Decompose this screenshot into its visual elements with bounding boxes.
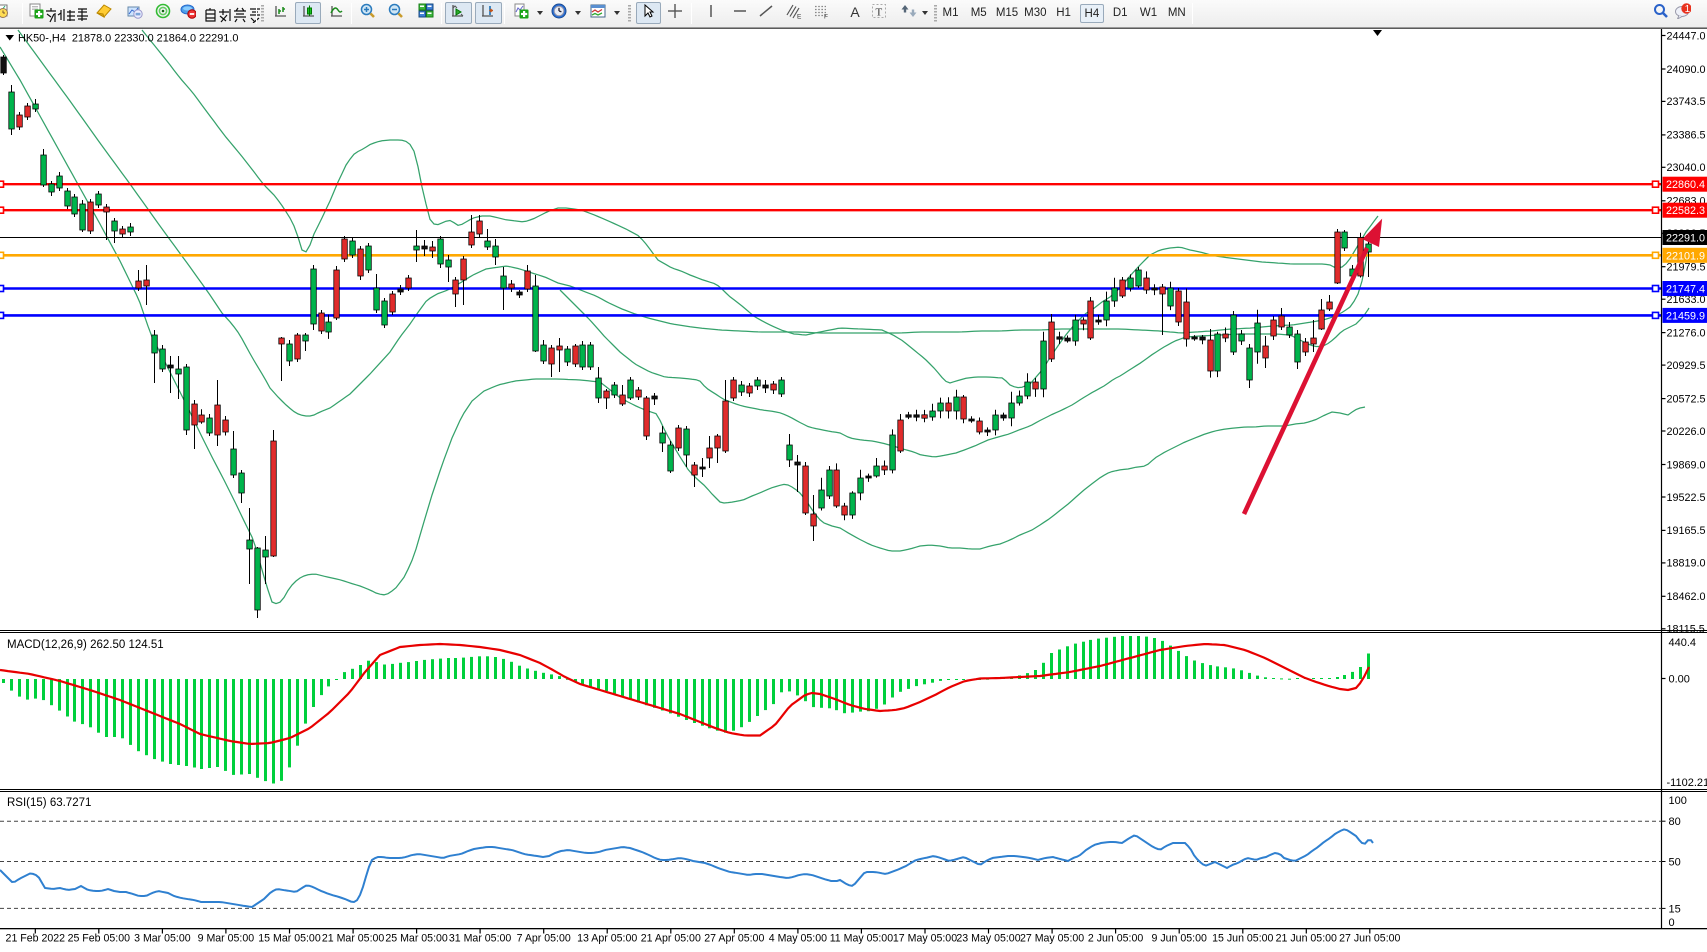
svg-text:21 Jun 05:00: 21 Jun 05:00	[1276, 933, 1337, 945]
svg-text:18115.5: 18115.5	[1667, 624, 1705, 636]
svg-text:20226.0: 20226.0	[1667, 426, 1706, 438]
svg-text:21 Apr 05:00: 21 Apr 05:00	[641, 933, 701, 945]
svg-text:15: 15	[1669, 903, 1681, 915]
svg-text:13 Apr 05:00: 13 Apr 05:00	[577, 933, 637, 945]
svg-text:15 Mar 05:00: 15 Mar 05:00	[258, 933, 321, 945]
svg-text:7 Apr 05:00: 7 Apr 05:00	[517, 933, 571, 945]
svg-text:15 Jun 05:00: 15 Jun 05:00	[1212, 933, 1273, 945]
svg-text:20572.5: 20572.5	[1667, 393, 1706, 405]
svg-text:T: T	[876, 7, 883, 19]
svg-text:21276.0: 21276.0	[1667, 327, 1706, 339]
svg-text:21 Feb 2022: 21 Feb 2022	[6, 933, 66, 945]
svg-text:4 May 05:00: 4 May 05:00	[769, 933, 827, 945]
svg-text:HK50-,H4 21878.0 22330.0 2186: HK50-,H4 21878.0 22330.0 21864.0 22291.0	[18, 33, 238, 45]
svg-text:19869.0: 19869.0	[1667, 459, 1706, 471]
svg-text:19522.5: 19522.5	[1667, 492, 1706, 504]
svg-text:18819.0: 18819.0	[1667, 558, 1706, 570]
svg-text:440.4: 440.4	[1669, 637, 1697, 649]
svg-text:3 Mar 05:00: 3 Mar 05:00	[134, 933, 191, 945]
svg-text:2 Jun 05:00: 2 Jun 05:00	[1088, 933, 1143, 945]
svg-text:18462.0: 18462.0	[1667, 591, 1706, 603]
svg-text:19165.5: 19165.5	[1667, 525, 1706, 537]
svg-text:F: F	[824, 14, 828, 20]
svg-text:50: 50	[1669, 857, 1681, 869]
svg-text:24447.0: 24447.0	[1667, 30, 1706, 42]
svg-text:25 Mar 05:00: 25 Mar 05:00	[385, 933, 448, 945]
svg-text:21 Mar 05:00: 21 Mar 05:00	[322, 933, 385, 945]
svg-text:27 Apr 05:00: 27 Apr 05:00	[704, 933, 764, 945]
svg-text:100: 100	[1669, 795, 1687, 807]
svg-text:22860.4: 22860.4	[1666, 179, 1705, 191]
svg-text:31 Mar 05:00: 31 Mar 05:00	[449, 933, 512, 945]
svg-text:21747.4: 21747.4	[1666, 284, 1705, 296]
svg-text:20929.5: 20929.5	[1667, 360, 1706, 372]
svg-text:23040.0: 23040.0	[1667, 162, 1706, 174]
svg-text:22101.9: 22101.9	[1666, 250, 1705, 262]
svg-text:27 Jun 05:00: 27 Jun 05:00	[1339, 933, 1400, 945]
svg-text:9 Jun 05:00: 9 Jun 05:00	[1152, 933, 1207, 945]
svg-text:9 Mar 05:00: 9 Mar 05:00	[198, 933, 255, 945]
svg-text:25 Feb 05:00: 25 Feb 05:00	[68, 933, 131, 945]
svg-text:0: 0	[1669, 917, 1675, 929]
svg-text:RSI(15) 63.7271: RSI(15) 63.7271	[7, 797, 91, 809]
svg-text:MACD(12,26,9) 262.50 124.51: MACD(12,26,9) 262.50 124.51	[7, 639, 164, 651]
svg-text:23743.5: 23743.5	[1667, 96, 1706, 108]
svg-text:22582.3: 22582.3	[1666, 205, 1705, 217]
svg-text:21459.9: 21459.9	[1666, 310, 1705, 322]
svg-text:11 May 05:00: 11 May 05:00	[830, 933, 894, 945]
svg-text:-1102.21: -1102.21	[1667, 777, 1707, 789]
svg-text:27 May 05:00: 27 May 05:00	[1020, 933, 1084, 945]
svg-text:23 May 05:00: 23 May 05:00	[956, 933, 1020, 945]
svg-text:23386.5: 23386.5	[1667, 130, 1706, 142]
svg-text:0.00: 0.00	[1669, 674, 1690, 686]
svg-text:1: 1	[1685, 4, 1691, 15]
svg-text:22291.0: 22291.0	[1666, 233, 1705, 245]
svg-text:80: 80	[1669, 816, 1681, 828]
svg-text:17 May 05:00: 17 May 05:00	[893, 933, 957, 945]
svg-text:21979.5: 21979.5	[1667, 262, 1706, 274]
svg-text:E: E	[797, 14, 802, 20]
svg-text:24090.0: 24090.0	[1667, 64, 1706, 76]
